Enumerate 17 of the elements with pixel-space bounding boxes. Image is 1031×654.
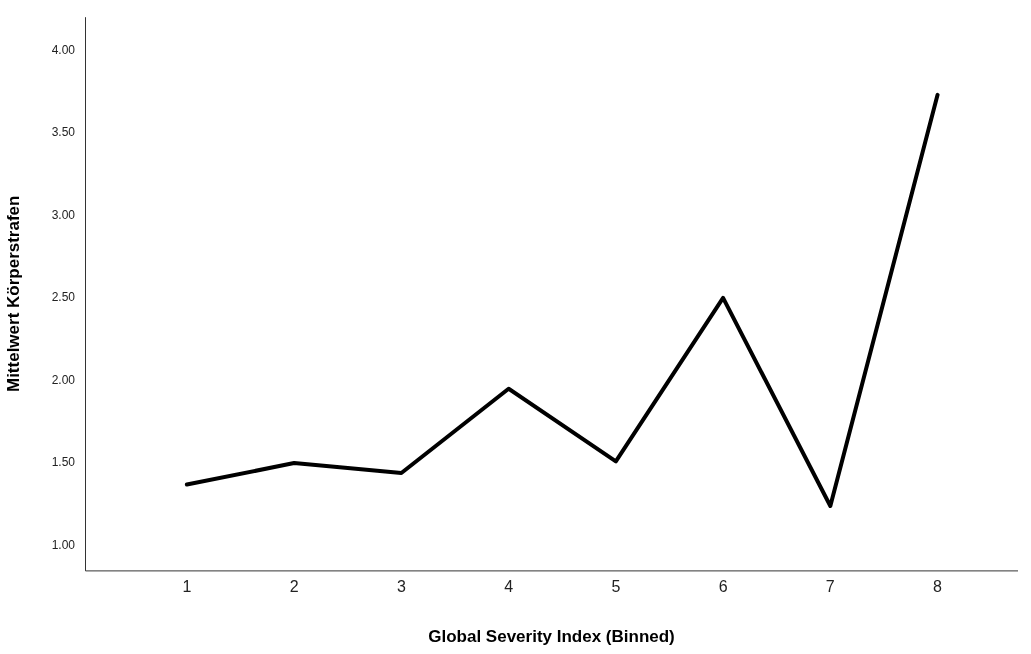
y-tick-label: 3.00	[51, 207, 76, 222]
x-tick-label: 7	[825, 578, 835, 596]
y-tick-label: 1.50	[51, 455, 76, 470]
y-axis-title: Mittelwert Körperstrafen	[3, 195, 23, 393]
y-tick-label: 1.00	[51, 537, 76, 552]
y-tick-label: 2.00	[51, 372, 76, 387]
x-tick-label: 3	[396, 578, 406, 596]
x-tick-label: 4	[504, 578, 514, 596]
x-tick-label: 6	[718, 578, 728, 596]
y-tick-label: 4.00	[51, 42, 76, 57]
x-axis-title: Global Severity Index (Binned)	[428, 627, 675, 647]
x-tick-label: 2	[289, 578, 299, 596]
x-tick-label: 5	[611, 578, 621, 596]
y-tick-label: 3.50	[51, 125, 76, 140]
y-tick-label: 2.50	[51, 290, 76, 305]
x-tick-label: 1	[182, 578, 192, 596]
x-tick-label: 8	[933, 578, 943, 596]
